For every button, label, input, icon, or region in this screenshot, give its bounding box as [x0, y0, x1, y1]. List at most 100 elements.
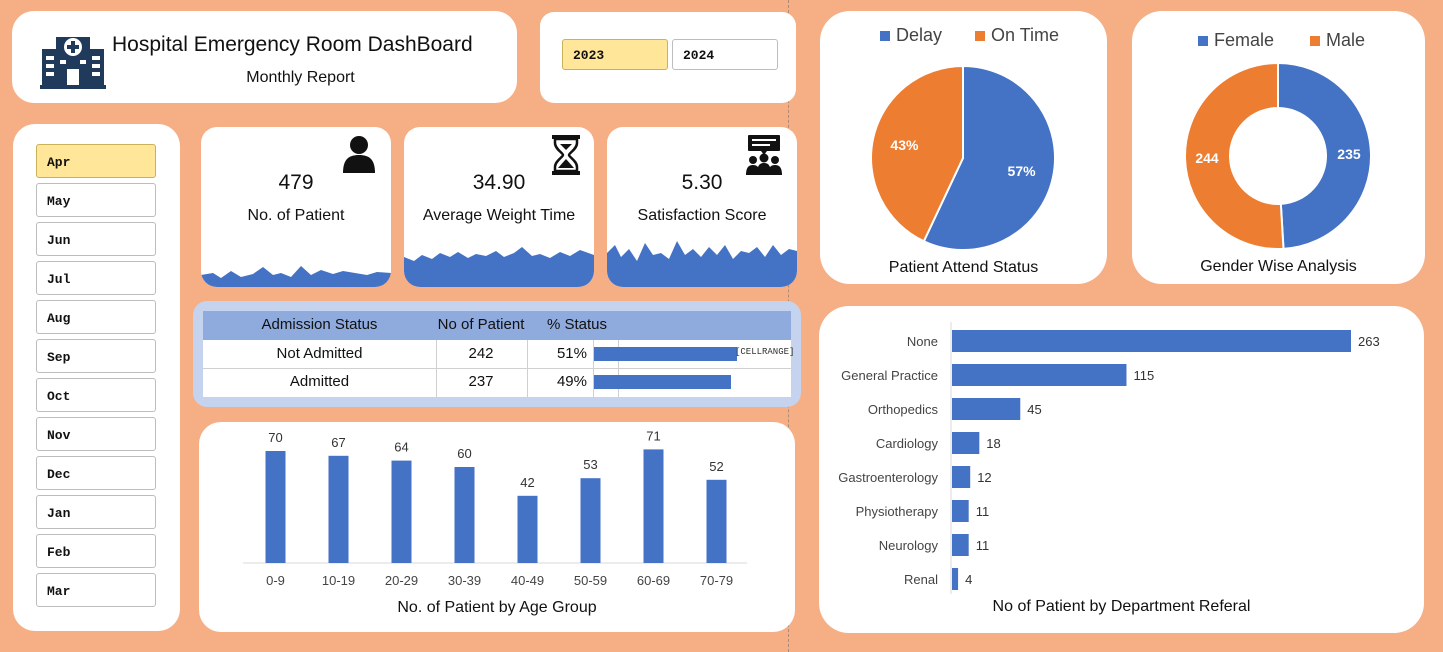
tick-label: 20-29: [385, 573, 418, 588]
status-cell: Admitted: [289, 373, 350, 390]
data-label: 42: [520, 475, 534, 490]
gender-chart-card: Female Male 235 244 Gender Wise Analysis: [1132, 11, 1425, 284]
cellrange-label: [CELLRANGE]: [735, 347, 795, 357]
slice-label: 244: [1195, 150, 1219, 166]
slice-label: 43%: [890, 137, 919, 153]
tick-label: Physiotherapy: [856, 504, 939, 519]
kpi-card-satisfaction: 5.30 Satisfaction Score: [607, 127, 797, 287]
tick-label: General Practice: [841, 368, 938, 383]
sparkline: [201, 266, 391, 287]
data-label: 67: [331, 435, 345, 450]
sparkline: [404, 247, 594, 287]
tick-label: 30-39: [448, 573, 481, 588]
tick-label: Neurology: [879, 538, 939, 553]
column-header: % Status: [547, 316, 608, 333]
pct-cell: 51%: [556, 345, 587, 362]
title-card: Hospital Emergency Room DashBoard Monthl…: [12, 11, 517, 103]
slice-label: 235: [1337, 146, 1361, 162]
gender-donut: 235 244: [1184, 61, 1372, 250]
data-label: 60: [457, 446, 471, 461]
data-label: 18: [986, 436, 1000, 451]
bar-60-69: [643, 449, 664, 563]
sparkline: [607, 241, 797, 287]
month-button-jul[interactable]: Jul: [36, 261, 156, 295]
data-label: 11: [976, 538, 990, 553]
bar-0-9: [265, 451, 286, 563]
bar-None: [952, 330, 1351, 352]
tick-label: Orthopedics: [868, 402, 939, 417]
legend-item: Female: [1198, 30, 1274, 51]
month-button-nov[interactable]: Nov: [36, 417, 156, 451]
age-group-chart-card: 70 0-9 67 10-19 64 20-29 60 30-39 42 40-49 53 50-59…: [199, 422, 795, 632]
month-button-dec[interactable]: Dec: [36, 456, 156, 490]
chart-title: Gender Wise Analysis: [1200, 258, 1357, 275]
tick-label: 10-19: [322, 573, 355, 588]
legend-item: Male: [1310, 30, 1365, 51]
department-chart-card: None 263 General Practice 115 Orthopedics 45 C…: [819, 306, 1424, 633]
month-button-jun[interactable]: Jun: [36, 222, 156, 256]
slice-On Time: [870, 64, 964, 243]
data-label: 12: [977, 470, 991, 485]
hospital-icon: [40, 37, 106, 89]
department-referral-chart: None 263 General Practice 115 Orthopedics 45 C…: [838, 322, 1380, 594]
bar-Neurology: [952, 534, 969, 556]
pct-bar: [594, 347, 737, 361]
age-group-chart: 70 0-9 67 10-19 64 20-29 60 30-39 42 40-49 53 50-59…: [243, 428, 747, 588]
year-button-2024[interactable]: 2024: [672, 39, 778, 70]
tick-label: 60-69: [637, 573, 670, 588]
pct-cell: 49%: [556, 373, 587, 390]
year-button-2023[interactable]: 2023: [562, 39, 668, 70]
month-button-aug[interactable]: Aug: [36, 300, 156, 334]
data-label: 52: [709, 459, 723, 474]
hourglass-icon: [552, 135, 580, 175]
group-meeting-icon: [746, 135, 782, 175]
bar-Gastroenterology: [952, 466, 971, 488]
tick-label: 40-49: [511, 573, 544, 588]
month-button-mar[interactable]: Mar: [36, 573, 156, 607]
kpi-label: Satisfaction Score: [637, 207, 767, 224]
bar-Renal: [952, 568, 959, 590]
tick-label: None: [907, 334, 938, 349]
month-button-feb[interactable]: Feb: [36, 534, 156, 568]
month-button-apr[interactable]: Apr: [36, 144, 156, 178]
month-button-oct[interactable]: Oct: [36, 378, 156, 412]
year-slicer: 2023 2024: [540, 12, 796, 103]
data-label: 4: [965, 572, 972, 587]
kpi-card-patients: 479 No. of Patient: [201, 127, 391, 287]
dashboard-subtitle: Monthly Report: [246, 69, 355, 86]
data-label: 64: [394, 440, 408, 455]
month-button-may[interactable]: May: [36, 183, 156, 217]
tick-label: Renal: [904, 572, 938, 587]
month-slicer: Apr May Jun Jul Aug Sep Oct Nov Dec Jan …: [13, 124, 180, 631]
bar-Physiotherapy: [952, 500, 969, 522]
bar-50-59: [580, 478, 601, 563]
bar-20-29: [391, 460, 412, 563]
kpi-label: No. of Patient: [247, 207, 345, 224]
status-cell: Not Admitted: [276, 345, 363, 362]
month-button-jan[interactable]: Jan: [36, 495, 156, 529]
kpi-value: 34.90: [472, 171, 526, 194]
tick-label: 0-9: [266, 573, 285, 588]
bar-General Practice: [952, 364, 1127, 386]
tick-label: 70-79: [700, 573, 733, 588]
pct-bar: [594, 375, 731, 389]
data-label: 45: [1027, 402, 1041, 417]
count-cell: 237: [468, 373, 494, 390]
bar-Orthopedics: [952, 398, 1021, 420]
bar-10-19: [328, 455, 349, 563]
month-button-sep[interactable]: Sep: [36, 339, 156, 373]
bar-70-79: [706, 479, 727, 563]
data-label: 115: [1133, 368, 1154, 383]
slice-label: 57%: [1008, 163, 1037, 179]
bar-Cardiology: [952, 432, 980, 454]
column-header: Admission Status: [261, 316, 378, 333]
data-label: 11: [976, 504, 990, 519]
tick-label: 50-59: [574, 573, 607, 588]
data-label: 263: [1358, 334, 1380, 349]
dashboard-title: Hospital Emergency Room DashBoard: [112, 33, 473, 56]
chart-title: Patient Attend Status: [888, 259, 1039, 276]
tick-label: Gastroenterology: [838, 470, 938, 485]
bar-30-39: [454, 467, 475, 563]
data-label: 53: [583, 457, 597, 472]
count-cell: 242: [468, 345, 494, 362]
